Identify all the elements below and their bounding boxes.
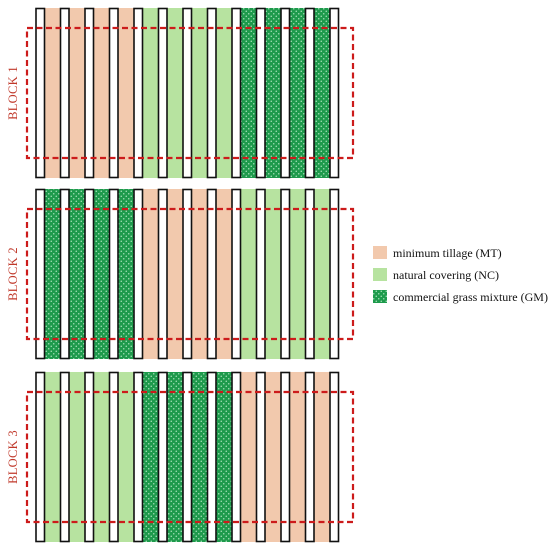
tree-row — [182, 188, 193, 360]
tree-row — [304, 7, 315, 179]
tree-row — [280, 371, 291, 543]
strip-gm — [216, 372, 232, 542]
tree-row — [231, 188, 242, 360]
strip-nc — [216, 8, 232, 178]
tree-row — [84, 371, 95, 543]
strip-gm — [191, 372, 208, 542]
tree-row — [280, 7, 291, 179]
strip-nc — [118, 372, 134, 542]
plot-frame — [25, 390, 355, 524]
legend-label-mt: minimum tillage (MT) — [393, 246, 502, 260]
tree-row — [59, 7, 70, 179]
tree-row — [255, 371, 266, 543]
block-3: BLOCK 3 — [6, 371, 355, 543]
strip-gm — [289, 8, 306, 178]
strip-gm — [69, 189, 85, 359]
tree-row — [304, 371, 315, 543]
tree-row — [157, 188, 168, 360]
tree-row — [157, 371, 168, 543]
tree-row — [182, 7, 193, 179]
legend-swatch-mt — [373, 246, 387, 259]
tree-row — [84, 7, 95, 179]
strip-nc — [314, 189, 330, 359]
tree-row — [206, 371, 217, 543]
block-1: BLOCK 1 — [6, 7, 355, 179]
strip-nc — [167, 8, 183, 178]
plot-frame — [25, 26, 355, 160]
strip-mt — [69, 8, 85, 178]
strip-mt — [44, 8, 61, 178]
strip-nc — [93, 372, 110, 542]
strip-mt — [191, 189, 208, 359]
strip-gm — [142, 372, 159, 542]
tree-row — [329, 188, 340, 360]
legend-label-gm: commercial grass mixture (GM) — [393, 290, 548, 304]
legend-label-nc: natural covering (NC) — [393, 268, 499, 282]
tree-row — [133, 371, 144, 543]
legend-swatch-nc — [373, 268, 387, 281]
tree-row — [108, 188, 119, 360]
strip-gm — [167, 372, 183, 542]
tree-row — [231, 371, 242, 543]
tree-row — [35, 7, 46, 179]
tree-row — [108, 7, 119, 179]
strip-gm — [44, 189, 61, 359]
block-2: BLOCK 2 — [6, 188, 355, 360]
tree-row — [133, 188, 144, 360]
tree-row — [280, 188, 291, 360]
strip-gm — [240, 8, 257, 178]
tree-row — [182, 371, 193, 543]
block-label: BLOCK 3 — [6, 430, 20, 484]
strip-mt — [314, 372, 330, 542]
tree-row — [255, 7, 266, 179]
tree-row — [59, 188, 70, 360]
tree-row — [231, 7, 242, 179]
tree-row — [329, 371, 340, 543]
strip-mt — [142, 189, 159, 359]
strip-gm — [314, 8, 330, 178]
tree-row — [255, 188, 266, 360]
strip-nc — [289, 189, 306, 359]
strip-mt — [118, 8, 134, 178]
tree-row — [108, 371, 119, 543]
strip-nc — [240, 189, 257, 359]
strip-gm — [118, 189, 134, 359]
strip-mt — [265, 372, 281, 542]
tree-row — [206, 7, 217, 179]
plot-frame — [25, 207, 355, 341]
tree-row — [329, 7, 340, 179]
strip-mt — [240, 372, 257, 542]
tree-row — [133, 7, 144, 179]
legend: minimum tillage (MT) natural covering (N… — [373, 246, 548, 304]
strip-nc — [142, 8, 159, 178]
tree-row — [206, 188, 217, 360]
strip-nc — [69, 372, 85, 542]
blocks: BLOCK 1 BLOCK 2 BLOCK 3 — [6, 7, 355, 543]
tree-row — [157, 7, 168, 179]
block-label: BLOCK 1 — [6, 66, 20, 120]
tree-row — [59, 371, 70, 543]
strip-mt — [167, 189, 183, 359]
tree-row — [304, 188, 315, 360]
tree-row — [35, 371, 46, 543]
strip-mt — [289, 372, 306, 542]
strip-nc — [191, 8, 208, 178]
strip-mt — [93, 8, 110, 178]
strip-nc — [44, 372, 61, 542]
tree-row — [35, 188, 46, 360]
block-label: BLOCK 2 — [6, 247, 20, 301]
strip-gm — [265, 8, 281, 178]
tree-row — [84, 188, 95, 360]
legend-swatch-gm — [373, 290, 387, 303]
strip-nc — [265, 189, 281, 359]
strip-mt — [216, 189, 232, 359]
strip-gm — [93, 189, 110, 359]
